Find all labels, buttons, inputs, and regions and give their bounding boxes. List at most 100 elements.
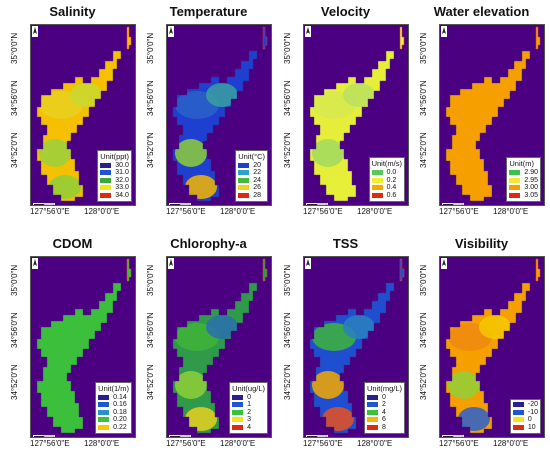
legend-label: 6 [381,416,386,424]
map-legend: Unit(m/s) 0.0 0.2 0.4 0.6 [368,157,405,202]
legend-entry: 0.22 [98,424,129,432]
legend-entry: 32.0 [100,177,129,185]
map-legend: Unit(ug/L) 0 1 2 3 4 [229,381,268,434]
river-channel [126,258,132,282]
legend-entry: 0 [512,416,538,424]
legend-label: 0.2 [386,176,397,184]
legend-entry: 3 [232,416,265,424]
panel-title: Visibility [454,236,509,251]
legend-entry: 0.20 [98,416,129,424]
y-axis-label: 35°0'0"N [146,264,155,296]
legend-entry: 0.4 [371,184,402,192]
y-axis-label: 34°52'0"N [283,364,292,400]
river-channel [399,258,405,282]
x-axis-label: 128°0'0"E [220,207,256,216]
legend-swatch [232,409,244,415]
y-axis-label: 34°56'0"N [419,80,428,116]
legend-entry: 24 [238,177,265,185]
legend-unit: Unit(m) [509,159,534,168]
legend-entry: 0 [366,394,402,402]
map-value-region [70,315,102,339]
x-axis-label: 127°56'0"E [30,207,70,216]
y-axis-label: 34°56'0"N [146,80,155,116]
legend-label: 0.18 [113,408,127,416]
legend-swatch [98,409,110,415]
x-axis-label: 127°56'0"E [303,439,343,448]
bay-outline [172,50,258,202]
y-axis-label: 34°52'0"N [10,132,19,168]
map-value-region [458,407,490,431]
legend-unit: Unit(m/s) [371,159,402,168]
legend-unit: Unit(1/m) [98,383,129,393]
legend-swatch [98,424,110,430]
legend-label: 0.16 [113,401,127,409]
legend-swatch [366,417,378,423]
legend-swatch [232,402,244,408]
y-axis-label: 34°52'0"N [146,132,155,168]
legend-entry: 3.00 [509,184,538,192]
legend-swatch [98,402,110,408]
legend-label: 0.20 [113,416,127,424]
legend-label: 8 [381,423,386,431]
legend-entry: 1 [232,401,265,409]
map-value-region [39,371,71,399]
x-axis-label: 128°0'0"E [493,207,529,216]
legend-entry: 4 [232,424,265,432]
y-axis-label: 35°0'0"N [283,264,292,296]
map-panel: Chlorophy-a Unit(ug/L) 0 1 2 3 4 35°0'0"N 34°56'… [142,236,275,464]
map-frame: Unit(ppt) 30.0 31.0 32.0 33.0 34.0 [30,24,136,206]
legend-entry: 4 [366,408,402,417]
river-channel [126,26,132,50]
legend-swatch [366,402,378,408]
legend-entry: -20 [512,401,538,409]
map-panel: Salinity Unit(ppt) 30.0 31.0 32.0 33.0 34.0 35°… [6,4,139,232]
y-axis-label: 34°56'0"N [283,312,292,348]
legend-label: 3 [247,416,251,424]
map-value-region [343,315,375,339]
x-axis-label: 127°56'0"E [439,439,479,448]
bay-outline [445,282,531,434]
legend-entry: 0.18 [98,409,129,417]
river-channel [399,26,405,50]
map-legend: Unit(ppt) 30.0 31.0 32.0 33.0 34.0 [97,149,132,202]
map-panel: CDOM Unit(1/m) 0.14 0.16 0.18 0.20 0.22 35°0'0"… [6,236,139,464]
bay-map [36,258,132,434]
map-value-region [312,139,344,167]
y-axis-label: 34°52'0"N [10,364,19,400]
legend-label: 0.6 [386,191,397,199]
map-legend: Unit(1/m) 0.14 0.16 0.18 0.20 0.22 [95,381,132,434]
legend-label: 32.0 [115,176,129,184]
map-frame: Unit(m) 2.90 2.95 3.00 3.05 [439,24,545,206]
river-channel [535,26,541,50]
legend-swatch [366,424,378,430]
legend-label: 33.0 [115,184,129,192]
legend-entry: 0.0 [371,169,402,177]
legend-unit: Unit(mg/L) [366,383,402,393]
legend-entry: 26 [238,184,265,192]
x-axis-label: 128°0'0"E [357,207,393,216]
legend-entry: 8 [366,423,402,432]
legend-label: 22 [253,169,262,177]
map-value-region [343,83,375,107]
legend-label: 0 [247,393,251,401]
x-axis-label: 127°56'0"E [30,439,70,448]
panel-title: Water elevation [433,4,530,19]
river-channel [535,258,541,282]
bay-outline [172,282,258,434]
legend-entry: 33.0 [100,184,129,192]
y-axis-label: 35°0'0"N [146,32,155,64]
legend-label: 0 [527,416,532,424]
map-panel: Temperature Unit(°C) 20 22 24 26 28 35°0'0"N 34°… [142,4,275,232]
map-panel: Visibility -20 -10 0 10 35°0'0"N 34°56'0"N 34°5… [415,236,548,464]
y-axis-label: 35°0'0"N [10,32,19,64]
legend-entry: 34.0 [100,192,129,200]
legend-swatch [512,409,524,415]
legend-swatch [371,185,383,191]
x-axis-label: 128°0'0"E [84,207,120,216]
panel-title: CDOM [52,236,93,251]
map-value-region [175,139,207,167]
legend-label: 0.22 [113,423,127,431]
legend-entry: 0.16 [98,401,129,409]
x-axis-label: 128°0'0"E [357,439,393,448]
legend-label: 4 [381,408,386,416]
